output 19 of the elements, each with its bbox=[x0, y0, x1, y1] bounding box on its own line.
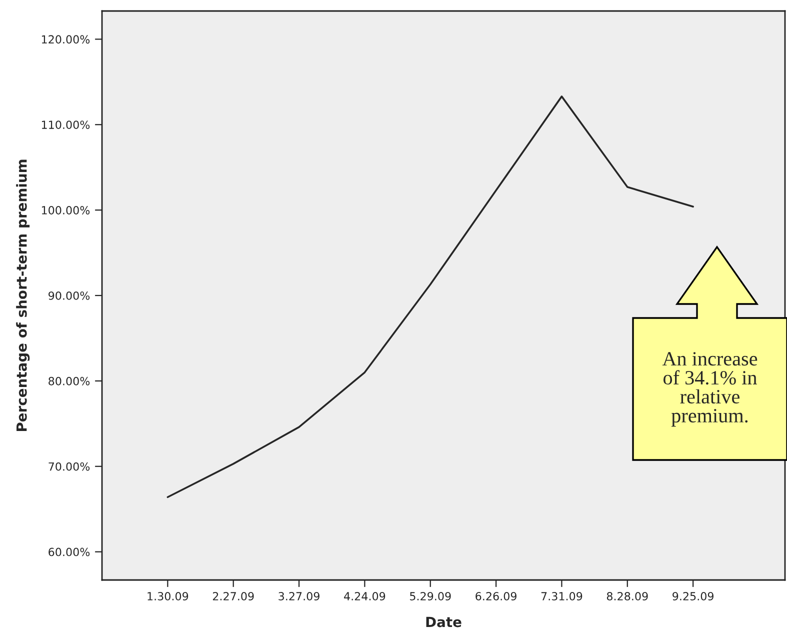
x-tick-label: 6.26.09 bbox=[476, 592, 516, 600]
y-tick-label: 90.00% bbox=[48, 291, 90, 300]
x-tick-label: 1.30.09 bbox=[148, 592, 188, 600]
y-tick-label: 110.00% bbox=[42, 120, 90, 130]
y-tick-label: 100.00% bbox=[42, 206, 90, 214]
y-tick-label: 80.00% bbox=[48, 376, 90, 386]
x-tick-label: 3.27.09 bbox=[278, 592, 320, 600]
y-tick-label: 60.00% bbox=[48, 548, 90, 556]
x-tick-label: 4.24.09 bbox=[344, 592, 386, 600]
x-tick-label: 5.29.09 bbox=[410, 592, 451, 600]
x-tick-label: 9.25.09 bbox=[672, 592, 714, 600]
x-axis-title: Date bbox=[426, 616, 462, 628]
x-tick-label: 8.28.09 bbox=[606, 592, 648, 600]
x-tick-label: 7.31.09 bbox=[541, 592, 582, 600]
x-tick-label: 2.27.09 bbox=[212, 592, 254, 600]
y-tick-label: 70.00% bbox=[48, 462, 90, 471]
y-axis-title: Percentage of short-term premium bbox=[16, 160, 30, 432]
annotation: An increase of 34.1% in relative premium. bbox=[662, 352, 758, 427]
y-tick-label: 120.00% bbox=[42, 35, 90, 44]
